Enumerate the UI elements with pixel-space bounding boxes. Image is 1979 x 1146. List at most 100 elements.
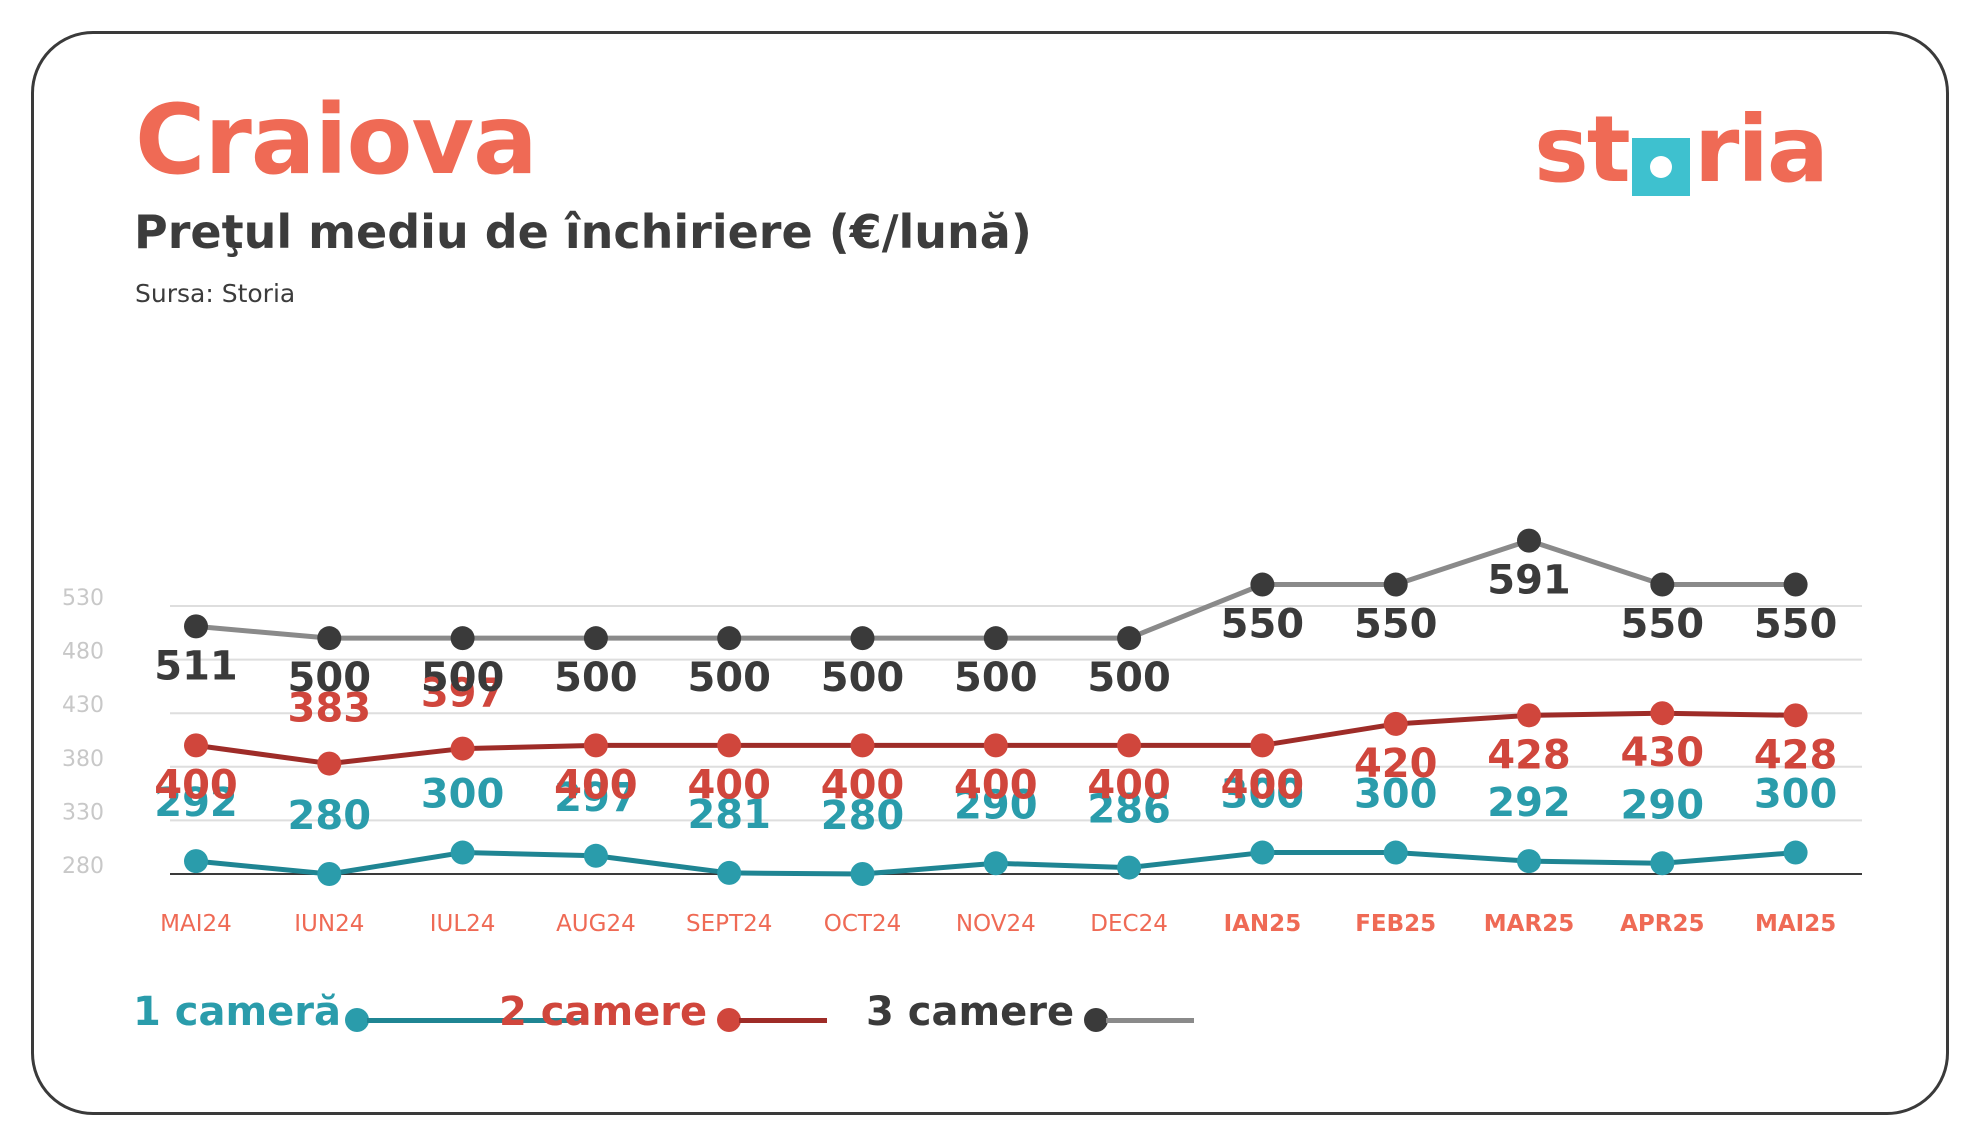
data-label: 428 (1487, 732, 1571, 778)
data-label: 500 (1087, 655, 1171, 701)
data-point (983, 626, 1008, 651)
data-point (850, 626, 875, 651)
legend-item-3-camere: 3 camere (866, 992, 1206, 1042)
data-point (1517, 703, 1541, 728)
chart-subtitle: Preţul mediu de închiriere (€/lună) (134, 205, 1032, 259)
data-point (1383, 711, 1408, 736)
data-label: 400 (1087, 762, 1171, 808)
source-note: Sursa: Storia (135, 279, 296, 308)
data-label: 591 (1487, 558, 1571, 604)
data-point (1117, 626, 1142, 651)
x-tick-label: IAN25 (1224, 911, 1302, 937)
data-label: 400 (154, 762, 238, 808)
data-point (583, 733, 608, 758)
data-point (1650, 701, 1675, 726)
data-point (1650, 572, 1675, 597)
data-label: 292 (1487, 780, 1571, 826)
data-label: 297 (554, 775, 638, 821)
data-label: 300 (1754, 772, 1838, 818)
data-label: 400 (954, 762, 1038, 808)
data-point (184, 733, 208, 758)
x-tick-label: MAI25 (1755, 911, 1836, 937)
data-point (1383, 572, 1408, 597)
x-tick-label: DEC24 (1090, 911, 1168, 937)
data-label: 400 (554, 762, 638, 808)
legend-marker (1084, 1008, 1108, 1032)
x-tick-label: NOV24 (956, 911, 1036, 937)
storia-logo: st ria (1534, 104, 1864, 204)
data-point (184, 614, 208, 639)
legend-item-1-camera: 1 cameră (133, 989, 587, 1042)
data-point (317, 626, 342, 651)
data-point (1250, 733, 1275, 758)
y-tick-label: 480 (62, 640, 104, 665)
data-label: 290 (1621, 782, 1705, 828)
data-label: 550 (1754, 602, 1838, 648)
x-tick-label: SEPT24 (686, 911, 772, 937)
y-tick-label: 530 (62, 586, 104, 611)
legend-label: 2 camere (499, 989, 708, 1035)
data-point (1383, 840, 1408, 865)
data-point (1650, 851, 1675, 876)
data-label: 500 (687, 655, 771, 701)
data-point (1250, 840, 1275, 865)
y-tick-label: 380 (62, 747, 104, 772)
x-tick-label: FEB25 (1355, 911, 1436, 937)
data-point (450, 840, 475, 865)
data-label: 400 (821, 762, 905, 808)
data-point (450, 736, 475, 761)
y-tick-label: 280 (62, 854, 104, 879)
data-label: 400 (1221, 762, 1305, 808)
data-label: 290 (954, 782, 1038, 828)
data-point (583, 843, 608, 868)
data-point (717, 860, 742, 885)
data-label: 550 (1354, 602, 1438, 648)
data-point (1783, 703, 1808, 728)
x-tick-label: IUL24 (430, 911, 496, 937)
x-tick-label: OCT24 (824, 911, 901, 937)
data-label: 500 (554, 655, 638, 701)
data-label: 300 (1354, 772, 1438, 818)
x-tick-label: AUG24 (556, 911, 636, 937)
logo-o-dot (1650, 156, 1672, 178)
data-label: 286 (1087, 787, 1171, 833)
data-label: 280 (821, 793, 905, 839)
data-label: 292 (154, 780, 238, 826)
data-point (583, 626, 608, 651)
data-label: 428 (1754, 732, 1838, 778)
data-label: 397 (421, 671, 505, 717)
legend-label: 1 cameră (133, 989, 341, 1035)
x-tick-label: MAR25 (1484, 911, 1574, 937)
data-label: 550 (1221, 602, 1305, 648)
data-point (317, 862, 342, 886)
data-label: 383 (288, 686, 372, 732)
data-label: 420 (1354, 741, 1438, 787)
data-label: 500 (421, 655, 505, 701)
data-label: 281 (687, 792, 771, 838)
data-label: 511 (154, 643, 238, 689)
data-label: 500 (821, 655, 905, 701)
data-point (1517, 528, 1541, 553)
data-point (850, 862, 875, 886)
data-point (1783, 572, 1808, 597)
data-label: 280 (288, 793, 372, 839)
legend-label: 3 camere (866, 989, 1075, 1035)
data-point (983, 733, 1008, 758)
data-label: 400 (687, 762, 771, 808)
legend-marker (345, 1008, 369, 1032)
data-point (184, 849, 208, 874)
data-point (1117, 855, 1142, 880)
y-tick-label: 330 (62, 800, 104, 825)
data-label: 300 (421, 772, 505, 818)
legend-line (367, 1018, 587, 1023)
data-point (1783, 840, 1808, 865)
data-label: 300 (1221, 772, 1305, 818)
data-point (850, 733, 875, 758)
legend-marker (717, 1008, 741, 1032)
chart-title: Craiova (135, 84, 538, 196)
data-point (317, 751, 342, 776)
data-point (983, 851, 1008, 876)
data-label: 500 (288, 655, 372, 701)
data-point (1250, 572, 1275, 597)
